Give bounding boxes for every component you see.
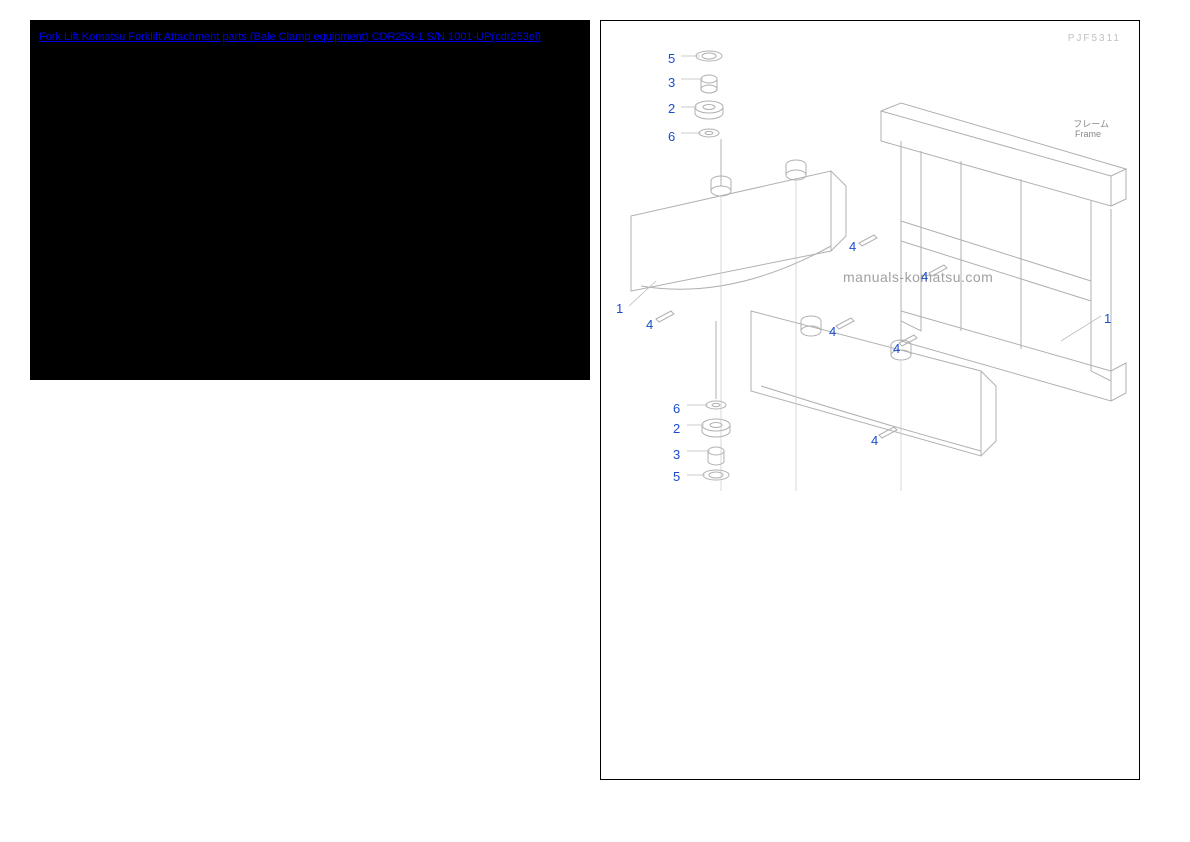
annotation-en: Frame bbox=[1075, 129, 1101, 139]
breadcrumb-part-3: CDR253-1 S/N 1001-UP(cdr253el) bbox=[372, 31, 541, 43]
callout-number: 2 bbox=[673, 421, 680, 436]
callout-number: 1 bbox=[1104, 311, 1111, 326]
parts-stack-bottom bbox=[702, 321, 730, 480]
diagram-svg bbox=[601, 21, 1140, 780]
callout-number: 3 bbox=[668, 75, 675, 90]
breadcrumb-part-1: Fork Lift bbox=[39, 31, 79, 43]
left-panel: Fork Lift Komatsu Forklift Attachment pa… bbox=[30, 20, 590, 380]
diagram-panel: PJF5311 bbox=[600, 20, 1140, 780]
callout-number: 2 bbox=[668, 101, 675, 116]
callout-number: 6 bbox=[668, 129, 675, 144]
callout-number: 4 bbox=[921, 269, 928, 284]
parts-stack-top bbox=[695, 51, 723, 186]
callout-number: 5 bbox=[668, 51, 675, 66]
fittings bbox=[656, 235, 947, 438]
callout-number: 4 bbox=[871, 433, 878, 448]
callout-number: 5 bbox=[673, 469, 680, 484]
frame-assembly bbox=[881, 103, 1126, 401]
callout-number: 4 bbox=[893, 341, 900, 356]
breadcrumb-part-2: Komatsu Forklift Attachment parts (Bale … bbox=[82, 31, 369, 43]
callout-number: 4 bbox=[646, 317, 653, 332]
callout-number: 1 bbox=[616, 301, 623, 316]
callout-number: 3 bbox=[673, 447, 680, 462]
callout-number: 4 bbox=[829, 324, 836, 339]
callout-number: 4 bbox=[849, 239, 856, 254]
left-arm bbox=[631, 160, 846, 291]
watermark: manuals-komatsu.com bbox=[843, 269, 993, 285]
callout-number: 6 bbox=[673, 401, 680, 416]
breadcrumb-link[interactable]: Fork Lift Komatsu Forklift Attachment pa… bbox=[39, 31, 541, 43]
